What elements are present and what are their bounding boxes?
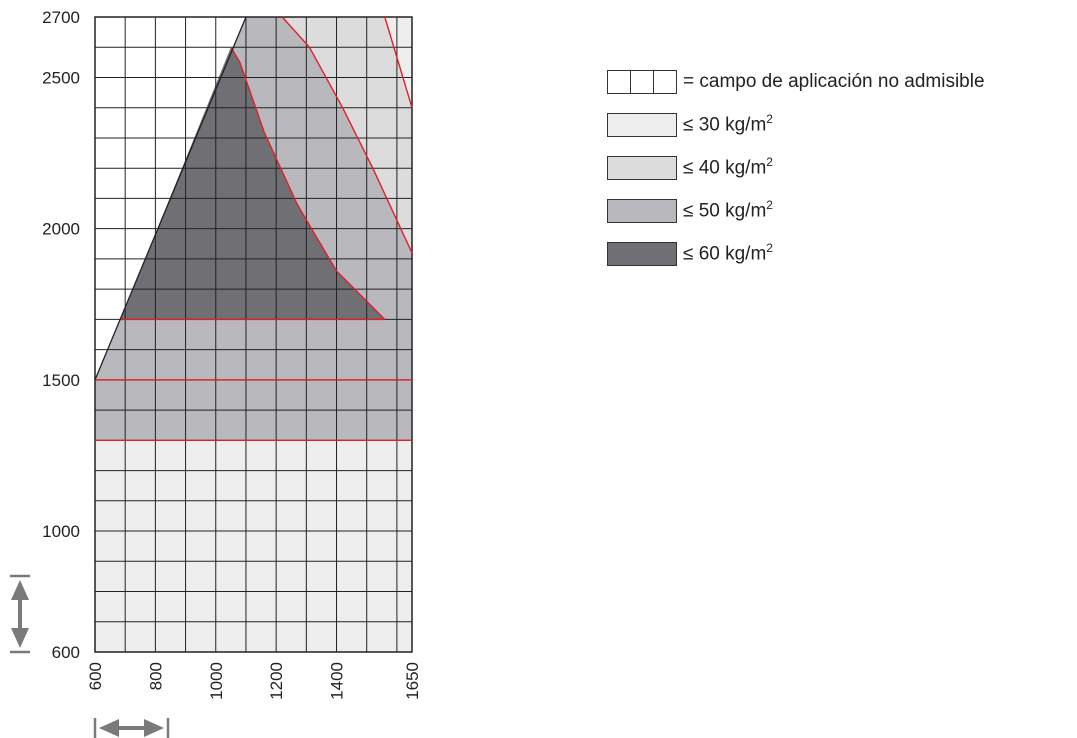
- legend-swatch-grid: [607, 69, 677, 94]
- region-4: [120, 47, 385, 320]
- vertical-arrow-icon: [10, 574, 30, 654]
- legend-item: ≤ 60 kg/m2: [607, 232, 985, 275]
- x-tick-labels: 600 800 1000 1200 1400 1650: [86, 662, 422, 700]
- chart-boundary: [94, 16, 247, 381]
- y-tick-label: 2700: [42, 8, 80, 27]
- chart-red-lines: [95, 16, 413, 441]
- legend-label: ≤ 50 kg/m2: [683, 198, 773, 222]
- x-tick-label: 1400: [328, 662, 347, 700]
- x-tick-label: 1000: [207, 662, 226, 700]
- legend-label: ≤ 30 kg/m2: [683, 112, 773, 136]
- legend-item: ≤ 30 kg/m2: [607, 103, 985, 146]
- legend-label: = campo de aplicación no admisible: [683, 70, 985, 92]
- y-tick-labels: 600 1000 1500 2000 2500 2700: [42, 8, 80, 662]
- horizontal-arrow-icon: [93, 718, 170, 738]
- y-tick-label: 1500: [42, 371, 80, 390]
- legend-swatch: [607, 112, 677, 137]
- chart-regions: [95, 17, 412, 652]
- limit-line: [230, 46, 386, 320]
- limit-line: [384, 16, 413, 108]
- legend-item: = campo de aplicación no admisible: [607, 60, 985, 103]
- x-tick-label: 1650: [403, 662, 422, 700]
- inadmissible-boundary: [94, 16, 247, 381]
- legend-label: ≤ 40 kg/m2: [683, 155, 773, 179]
- dimension-arrows: [10, 574, 170, 738]
- limit-line: [281, 16, 413, 254]
- x-tick-label: 800: [146, 662, 165, 690]
- chart-svg: 600 1000 1500 2000 2500 2700 600 800 1000 1200 14…: [10, 8, 422, 738]
- y-tick-label: 1000: [42, 522, 80, 541]
- plot-frame: [94, 16, 413, 653]
- chart-legend: = campo de aplicación no admisible ≤ 30 k…: [607, 60, 985, 275]
- legend-item: ≤ 50 kg/m2: [607, 189, 985, 232]
- legend-swatch: [607, 241, 677, 266]
- legend-swatch: [607, 198, 677, 223]
- legend-item: ≤ 40 kg/m2: [607, 146, 985, 189]
- y-tick-label: 600: [52, 643, 80, 662]
- legend-swatch: [607, 155, 677, 180]
- x-tick-label: 1200: [267, 662, 286, 700]
- y-tick-label: 2000: [42, 220, 80, 239]
- legend-label: ≤ 60 kg/m2: [683, 241, 773, 265]
- y-tick-label: 2500: [42, 68, 80, 87]
- x-tick-label: 600: [86, 662, 105, 690]
